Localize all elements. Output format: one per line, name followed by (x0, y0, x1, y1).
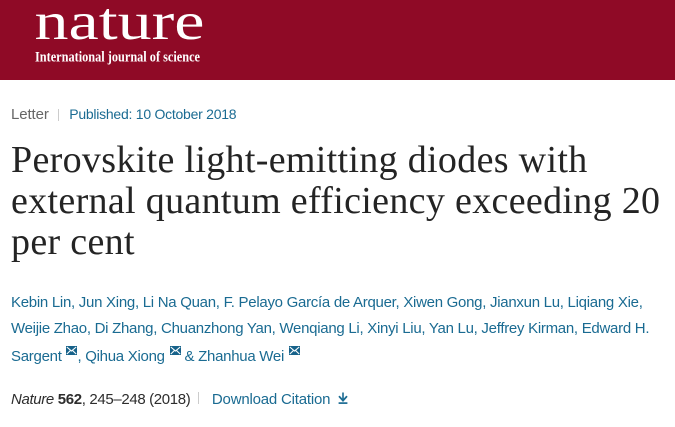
svg-text:nature: nature (35, 0, 205, 51)
svg-text:International journal of scien: International journal of science (35, 49, 200, 65)
